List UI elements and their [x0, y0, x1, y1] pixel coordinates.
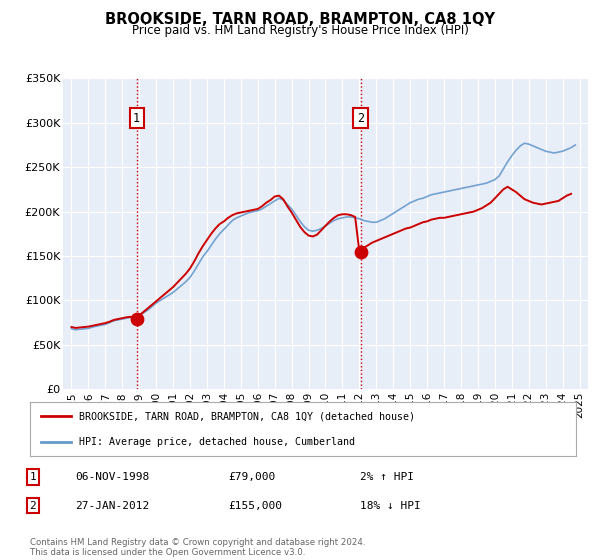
- Text: HPI: Average price, detached house, Cumberland: HPI: Average price, detached house, Cumb…: [79, 437, 355, 446]
- Text: £155,000: £155,000: [228, 501, 282, 511]
- Text: 27-JAN-2012: 27-JAN-2012: [75, 501, 149, 511]
- Text: BROOKSIDE, TARN ROAD, BRAMPTON, CA8 1QY (detached house): BROOKSIDE, TARN ROAD, BRAMPTON, CA8 1QY …: [79, 412, 415, 421]
- Text: 2: 2: [357, 112, 364, 125]
- Text: £79,000: £79,000: [228, 472, 275, 482]
- Text: 2% ↑ HPI: 2% ↑ HPI: [360, 472, 414, 482]
- Text: 2: 2: [29, 501, 37, 511]
- Text: Price paid vs. HM Land Registry's House Price Index (HPI): Price paid vs. HM Land Registry's House …: [131, 24, 469, 37]
- Text: Contains HM Land Registry data © Crown copyright and database right 2024.: Contains HM Land Registry data © Crown c…: [30, 538, 365, 547]
- Point: [356, 247, 365, 256]
- Text: 18% ↓ HPI: 18% ↓ HPI: [360, 501, 421, 511]
- Text: BROOKSIDE, TARN ROAD, BRAMPTON, CA8 1QY: BROOKSIDE, TARN ROAD, BRAMPTON, CA8 1QY: [105, 12, 495, 27]
- Text: 1: 1: [133, 112, 140, 125]
- Point: [132, 315, 142, 324]
- Text: This data is licensed under the Open Government Licence v3.0.: This data is licensed under the Open Gov…: [30, 548, 305, 557]
- Text: 06-NOV-1998: 06-NOV-1998: [75, 472, 149, 482]
- Text: 1: 1: [29, 472, 37, 482]
